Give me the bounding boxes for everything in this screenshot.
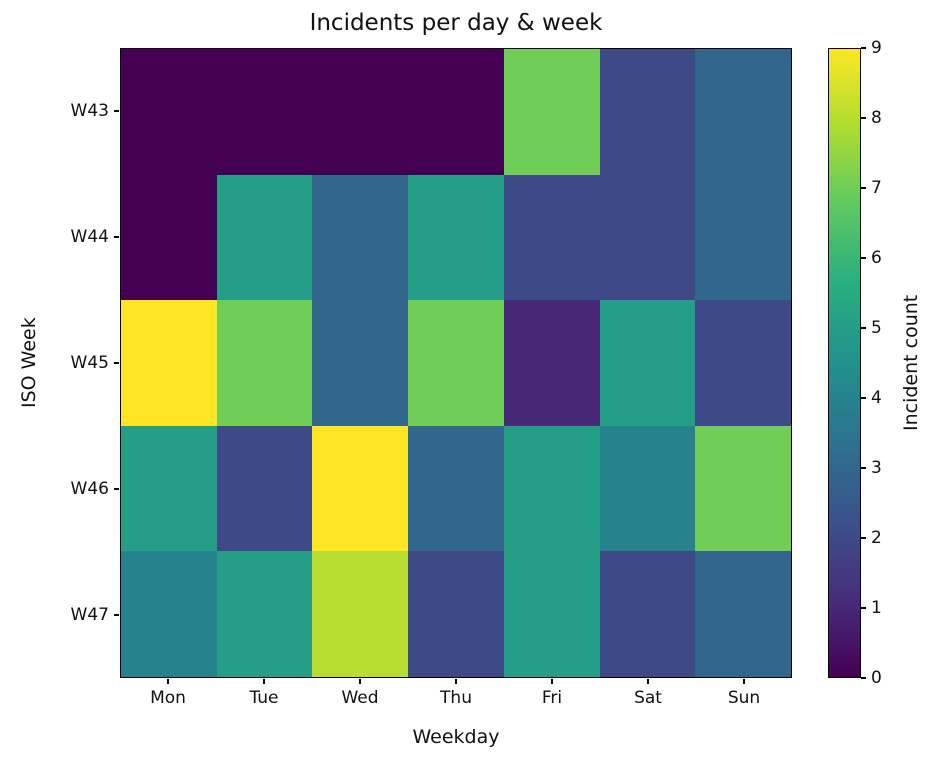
- cell-W44-Thu: [408, 174, 504, 301]
- y-tick-label-w46: W46: [0, 426, 119, 552]
- cell-W43-Sat: [599, 49, 696, 175]
- colorbar-tick-8: 8: [861, 108, 882, 128]
- cell-W45-Tue: [216, 300, 313, 426]
- colorbar-tick-0: 0: [861, 668, 882, 688]
- cell-W45-Sun: [695, 300, 791, 426]
- cell-W47-Fri: [503, 551, 600, 677]
- cell-W47-Sat: [599, 551, 696, 677]
- cell-W46-Wed: [312, 425, 409, 552]
- cell-W45-Mon: [121, 300, 217, 426]
- cell-W43-Thu: [408, 49, 504, 175]
- cell-W47-Mon: [121, 551, 217, 677]
- cell-W45-Thu: [408, 300, 504, 426]
- cell-W47-Sun: [695, 551, 791, 677]
- colorbar-tick-labels: 0 1 2 3 4 5 6 7 8 9: [861, 38, 906, 688]
- cell-W47-Thu: [408, 551, 504, 677]
- colorbar-label: Incident count: [900, 294, 922, 432]
- cell-W46-Sat: [599, 425, 696, 552]
- cell-W44-Sun: [695, 174, 791, 301]
- x-tick-label-sat: Sat: [600, 679, 696, 708]
- colorbar-tick-2: 2: [861, 528, 882, 548]
- cell-W44-Wed: [312, 174, 409, 301]
- cell-W43-Fri: [503, 49, 600, 175]
- cell-W44-Tue: [216, 174, 313, 301]
- colorbar-tick-3: 3: [861, 458, 882, 478]
- cell-W43-Sun: [695, 49, 791, 175]
- y-tick-label-w43: W43: [0, 48, 119, 174]
- cell-W45-Fri: [503, 300, 600, 426]
- cell-W46-Fri: [503, 425, 600, 552]
- colorbar-tick-1: 1: [861, 598, 882, 618]
- heatmap-grid: [120, 48, 792, 678]
- colorbar-tick-4: 4: [861, 388, 882, 408]
- colorbar-tick-9: 9: [861, 38, 882, 58]
- cell-W47-Tue: [216, 551, 313, 677]
- x-axis-label: Weekday: [412, 726, 500, 748]
- x-tick-label-sun: Sun: [696, 679, 792, 708]
- x-tick-label-fri: Fri: [504, 679, 600, 708]
- cell-W46-Thu: [408, 425, 504, 552]
- colorbar-gradient: [828, 48, 861, 678]
- colorbar-tick-6: 6: [861, 248, 882, 268]
- cell-W45-Sat: [599, 300, 696, 426]
- cell-W45-Wed: [312, 300, 409, 426]
- x-tick-labels: Mon Tue Wed Thu Fri Sat Sun: [120, 679, 792, 708]
- x-tick-label-thu: Thu: [408, 679, 504, 708]
- x-tick-label-mon: Mon: [120, 679, 216, 708]
- cell-W46-Mon: [121, 425, 217, 552]
- x-tick-label-tue: Tue: [216, 679, 312, 708]
- cell-W43-Wed: [312, 49, 409, 175]
- cell-W47-Wed: [312, 551, 409, 677]
- cell-W46-Tue: [216, 425, 313, 552]
- cell-W44-Mon: [121, 174, 217, 301]
- cell-W43-Tue: [216, 49, 313, 175]
- y-tick-label-w47: W47: [0, 552, 119, 678]
- colorbar-tick-7: 7: [861, 178, 882, 198]
- colorbar-tick-5: 5: [861, 318, 882, 338]
- y-tick-label-w44: W44: [0, 174, 119, 300]
- y-tick-labels: W43 W44 W45 W46 W47: [0, 48, 119, 678]
- x-tick-label-wed: Wed: [312, 679, 408, 708]
- cell-W46-Sun: [695, 425, 791, 552]
- cell-W44-Fri: [503, 174, 600, 301]
- chart-title: Incidents per day & week: [309, 10, 603, 36]
- y-tick-label-w45: W45: [0, 300, 119, 426]
- cell-W43-Mon: [121, 49, 217, 175]
- cell-W44-Sat: [599, 174, 696, 301]
